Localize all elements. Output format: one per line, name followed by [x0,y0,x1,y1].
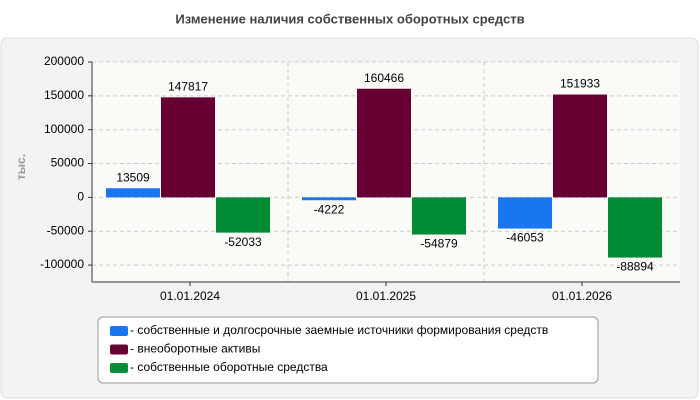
x-tick-label: 01.01.2026 [552,289,612,303]
bar [161,97,215,198]
value-label: -4222 [314,202,345,216]
legend [97,316,599,384]
bar [216,197,270,233]
value-label: 160466 [364,71,404,85]
bar [302,197,356,201]
y-tick-label: 100000 [44,122,84,136]
y-tick-label: 50000 [51,156,85,170]
value-label: -88894 [616,260,654,274]
y-tick-label: 150000 [44,88,84,102]
value-label: -54879 [420,237,458,251]
bar [608,197,662,258]
y-axis-label: тыс. [14,154,28,180]
bar [357,88,411,198]
legend-swatch [110,363,128,373]
value-label: 147817 [168,79,208,93]
legend-label: - внеоборотные активы [130,342,260,356]
value-label: 13509 [116,170,150,184]
legend-swatch [110,326,128,336]
bar [412,197,466,235]
value-label: -52033 [224,235,262,249]
y-tick-label: -50000 [47,223,85,237]
bar [553,94,607,198]
bar [106,188,160,198]
value-label: -46053 [506,231,544,245]
x-tick-label: 01.01.2024 [160,289,220,303]
y-tick-label: -100000 [40,257,84,271]
bar [498,197,552,229]
y-tick-label: 200000 [44,54,84,68]
x-tick-label: 01.01.2025 [356,289,416,303]
chart-title: Изменение наличия собственных оборотных … [175,11,524,26]
y-tick-label: 0 [77,190,84,204]
legend-swatch [110,344,128,355]
legend-label: - собственные оборотные средства [130,360,328,374]
value-label: 151933 [560,77,600,91]
legend-label: - собственные и долгосрочные заемные ист… [130,323,548,337]
